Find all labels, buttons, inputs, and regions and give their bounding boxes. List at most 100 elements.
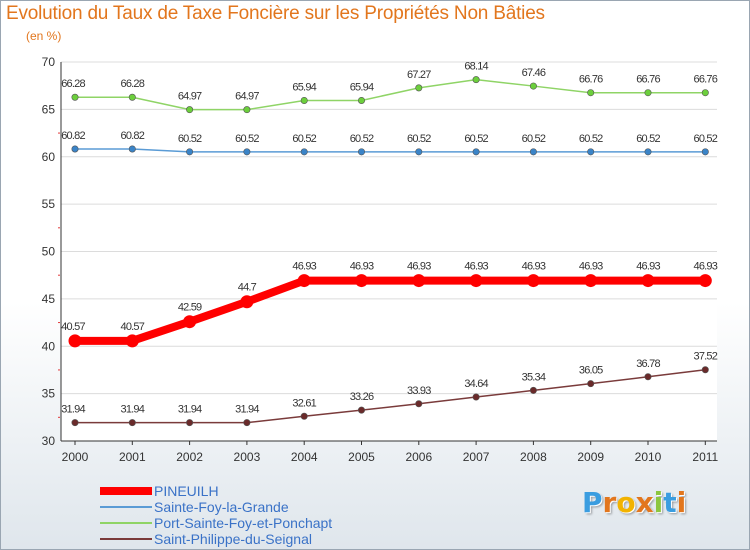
data-point xyxy=(183,315,197,329)
data-label: 60.52 xyxy=(178,133,202,145)
data-point xyxy=(243,419,251,427)
data-label: 46.93 xyxy=(694,261,718,273)
data-point xyxy=(415,84,423,92)
data-label: 66.76 xyxy=(694,74,718,86)
data-point xyxy=(529,148,537,156)
data-point xyxy=(243,106,251,114)
data-point xyxy=(701,366,709,374)
data-point xyxy=(68,334,82,348)
data-label: 60.52 xyxy=(350,133,374,145)
data-point xyxy=(701,148,709,156)
data-point xyxy=(71,93,79,101)
data-label: 31.94 xyxy=(61,404,85,416)
x-tick-label: 2001 xyxy=(119,450,146,464)
data-label: 46.93 xyxy=(464,261,488,273)
data-label: 66.28 xyxy=(61,78,85,90)
data-label: 65.94 xyxy=(350,81,374,93)
data-label: 40.57 xyxy=(121,321,145,333)
series-line xyxy=(74,78,707,111)
y-tick-label: 30 xyxy=(42,434,56,448)
data-point xyxy=(587,380,595,388)
y-tick-label: 45 xyxy=(42,292,56,306)
data-label: 60.52 xyxy=(407,133,431,145)
data-label: 46.93 xyxy=(522,261,546,273)
data-label: 64.97 xyxy=(235,91,259,103)
data-point xyxy=(300,148,308,156)
data-label: 46.93 xyxy=(292,261,316,273)
data-label: 65.94 xyxy=(292,81,316,93)
x-tick-label: 2010 xyxy=(635,450,662,464)
series-line xyxy=(74,368,707,424)
data-point xyxy=(186,106,194,114)
data-label: 66.76 xyxy=(579,74,603,86)
x-tick-label: 2000 xyxy=(62,450,89,464)
data-point xyxy=(300,412,308,420)
x-tick-label: 2011 xyxy=(692,450,718,464)
data-point xyxy=(526,274,540,288)
data-label: 31.94 xyxy=(121,404,145,416)
data-point xyxy=(644,89,652,97)
logo-letter: i xyxy=(676,486,687,519)
x-tick-label: 2003 xyxy=(234,450,261,464)
data-label: 64.97 xyxy=(178,91,202,103)
data-label: 66.76 xyxy=(636,74,660,86)
x-tick-label: 2006 xyxy=(405,450,432,464)
chart-title: Evolution du Taux de Taxe Foncière sur l… xyxy=(6,3,545,24)
data-point xyxy=(698,274,712,288)
data-label: 32.61 xyxy=(292,397,316,409)
data-label: 34.64 xyxy=(464,378,488,390)
data-label: 60.82 xyxy=(121,130,145,142)
data-label: 33.26 xyxy=(350,391,374,403)
logo-letter: i xyxy=(653,486,664,519)
series-line xyxy=(74,148,707,153)
data-point xyxy=(128,93,136,101)
data-label: 60.52 xyxy=(464,133,488,145)
legend-label: Saint-Philippe-du-Seignal xyxy=(154,531,312,547)
data-label: 67.46 xyxy=(522,67,546,79)
data-point xyxy=(412,274,426,288)
data-label: 60.52 xyxy=(636,133,660,145)
data-label: 33.93 xyxy=(407,385,431,397)
data-label: 35.34 xyxy=(522,371,546,383)
legend-label: PINEUILH xyxy=(154,483,219,499)
logo-letter: t xyxy=(663,486,677,519)
logo-letter: r xyxy=(602,486,617,519)
data-point xyxy=(641,274,655,288)
logo-letter: o xyxy=(616,486,636,519)
data-label: 36.78 xyxy=(636,358,660,370)
data-label: 42.59 xyxy=(178,302,202,314)
data-label: 60.52 xyxy=(522,133,546,145)
data-point xyxy=(357,96,365,104)
data-point xyxy=(357,406,365,414)
data-point xyxy=(529,386,537,394)
legend-swatch xyxy=(100,506,152,508)
y-tick-label: 50 xyxy=(42,245,56,259)
data-point xyxy=(469,274,483,288)
data-label: 40.57 xyxy=(61,321,85,333)
data-point xyxy=(587,89,595,97)
data-point xyxy=(71,419,79,427)
data-label: 46.93 xyxy=(350,261,374,273)
data-point xyxy=(415,400,423,408)
data-label: 60.52 xyxy=(579,133,603,145)
data-label: 67.27 xyxy=(407,69,431,81)
data-point xyxy=(584,274,598,288)
data-point xyxy=(186,148,194,156)
data-label: 44.7 xyxy=(238,282,257,294)
data-point xyxy=(240,295,254,309)
data-point xyxy=(186,419,194,427)
data-label: 60.82 xyxy=(61,130,85,142)
data-label: 60.52 xyxy=(694,133,718,145)
unit-label: (en %) xyxy=(26,29,62,43)
legend-swatch xyxy=(100,487,152,495)
data-point xyxy=(128,145,136,153)
y-tick-label: 70 xyxy=(42,55,56,69)
legend-label: Sainte-Foy-la-Grande xyxy=(154,499,289,515)
x-tick-label: 2009 xyxy=(577,450,604,464)
data-point xyxy=(472,76,480,84)
data-label: 46.93 xyxy=(407,261,431,273)
data-point xyxy=(701,89,709,97)
x-tick-label: 2002 xyxy=(176,450,203,464)
data-label: 46.93 xyxy=(579,261,603,273)
